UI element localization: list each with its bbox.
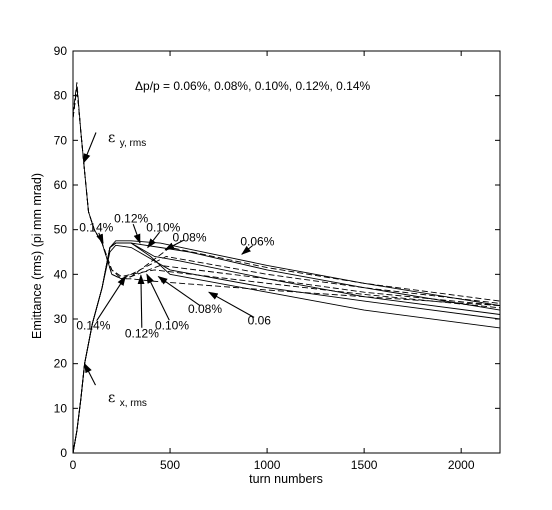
annotation-label-6: 0.14%	[76, 319, 110, 333]
annotation-arrow-9	[157, 276, 201, 307]
annotation-arrow-4	[164, 239, 185, 251]
annotation-arrow-6	[96, 275, 126, 322]
series-line-10	[72, 240, 501, 454]
x-tick-label: 1000	[254, 458, 281, 472]
x-tick-label: 1500	[351, 458, 378, 472]
epsilon-x-symbol: ε	[108, 390, 115, 406]
y-tick-label: 10	[54, 401, 68, 415]
series-line-5	[72, 86, 501, 302]
annotation-label-7: 0.12%	[125, 327, 159, 341]
y-axis-label: Emittance (rms) (pi mm mrad)	[30, 173, 44, 339]
y-tick-label: 40	[54, 267, 68, 281]
x-tick-label: 0	[70, 458, 77, 472]
annotation-label-10: 0.06	[248, 313, 272, 327]
epsilon-y-subscript: y, rms	[120, 138, 146, 149]
y-tick-label: 20	[54, 357, 68, 371]
epsilon-x-subscript: x, rms	[120, 398, 147, 409]
series-layer	[72, 82, 501, 454]
annotation-arrow-2	[132, 224, 141, 245]
tick-layer: 0 500 1000 1500 2000 0 10 20 30 40 50 60 70 80 90	[54, 44, 500, 472]
epsilon-x-label: ε x, rms	[108, 389, 147, 409]
y-tick-label: 30	[54, 312, 68, 326]
plot-frame	[72, 50, 501, 454]
annotation-arrow-11	[83, 132, 97, 164]
annotation-arrow-5	[241, 245, 254, 255]
annotation-arrow-1	[96, 232, 104, 245]
epsilon-y-symbol: ε	[108, 130, 115, 146]
annotation-arrow-7	[137, 274, 145, 328]
annotation-layer: 0.14%0.12%0.10%0.08% 0.06%0.14%0.12%0.10%…	[76, 132, 275, 386]
x-axis-label: turn numbers	[249, 472, 323, 486]
x-tick-label: 500	[160, 458, 180, 472]
annotation-arrow-12	[84, 362, 96, 386]
annotation-label-9: 0.08%	[188, 302, 222, 316]
annotation-label-4: 0.08%	[172, 230, 206, 244]
epsilon-y-label: ε y, rms	[108, 129, 146, 149]
y-tick-label: 0	[60, 446, 67, 460]
annotation-label-3: 0.10%	[146, 220, 180, 234]
y-tick-label: 60	[54, 178, 68, 192]
annotation-label-2: 0.12%	[114, 212, 148, 226]
y-tick-label: 80	[54, 89, 68, 103]
y-tick-label: 50	[54, 223, 68, 237]
annotation-label-1: 0.14%	[79, 220, 113, 234]
annotation-arrow-10	[208, 291, 255, 318]
x-tick-label: 2000	[448, 458, 475, 472]
annotation-arrow-8	[146, 273, 170, 321]
annotation-label-5: 0.06%	[240, 235, 274, 249]
header-annotation: Δp/p = 0.06%, 0.08%, 0.10%, 0.12%, 0.14%	[135, 79, 371, 93]
annotation-arrow-3	[147, 231, 161, 249]
y-tick-label: 70	[54, 133, 68, 147]
annotation-label-8: 0.10%	[155, 319, 189, 333]
y-tick-label: 90	[54, 44, 68, 58]
